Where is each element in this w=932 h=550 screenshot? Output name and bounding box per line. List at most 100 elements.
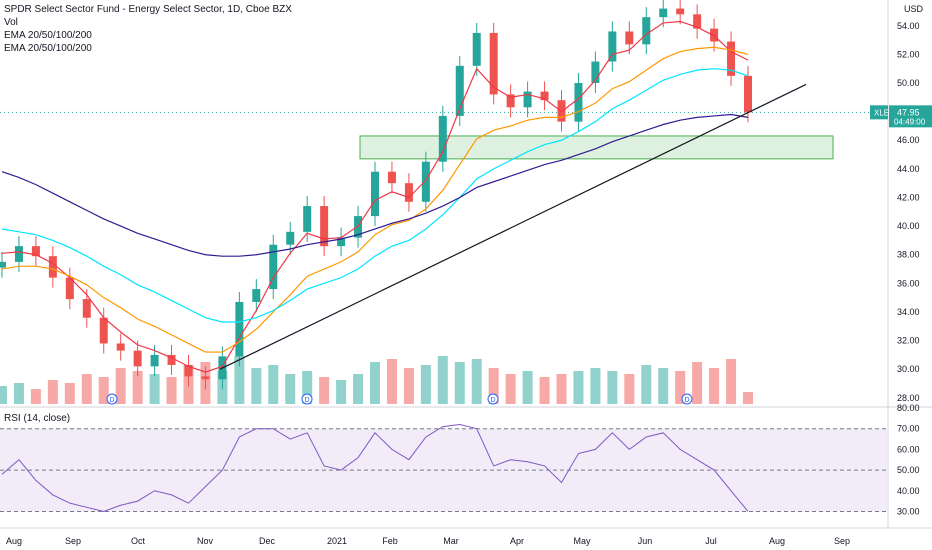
symbol-tag-label: XLE: [874, 108, 889, 117]
volume-bar: [251, 368, 262, 404]
time-tick-label: 2021: [327, 536, 347, 546]
volume-bar: [709, 368, 720, 404]
candle-body: [99, 317, 108, 344]
volume-bar: [437, 356, 448, 404]
candle-body: [591, 61, 600, 84]
ema100-line: [1, 68, 749, 323]
price-tick-label: 46.00: [897, 135, 920, 145]
volume-bar: [285, 374, 296, 404]
dividend-marker-icon: [487, 393, 499, 405]
volume-bar: [505, 374, 516, 404]
candle-body: [286, 231, 295, 245]
dividend-marker-label: D: [304, 397, 309, 404]
currency-label: USD: [904, 4, 924, 14]
rsi-tick-label: 50.00: [897, 465, 920, 475]
last-price-value: 47.95: [897, 107, 920, 117]
candle-body: [269, 244, 278, 290]
volume-bar: [692, 362, 703, 404]
candle-body: [438, 115, 447, 162]
candle-body: [472, 32, 481, 66]
ema-legend-2: EMA 20/50/100/200: [4, 43, 92, 54]
candle-body: [371, 171, 379, 217]
candle-body: [642, 17, 651, 45]
volume-bar: [641, 365, 652, 404]
candle-body: [320, 206, 329, 247]
time-tick-label: Nov: [197, 536, 214, 546]
volume-bar: [98, 377, 109, 404]
volume-bar: [624, 374, 635, 404]
candle-body: [184, 364, 193, 377]
candle-body: [116, 343, 125, 351]
candle-body: [65, 277, 74, 300]
volume-bar: [302, 371, 313, 404]
candle-body: [455, 65, 464, 116]
volume-bar: [607, 371, 618, 404]
volume-bar: [454, 362, 465, 404]
volume-bar: [675, 371, 686, 404]
candle-body: [82, 299, 91, 318]
dividend-marker-icon: [681, 393, 693, 405]
symbol-title: SPDR Select Sector Fund - Energy Select …: [4, 4, 292, 15]
volume-bar: [30, 389, 41, 404]
dividend-marker-label: D: [684, 397, 689, 404]
price-tick-label: 52.00: [897, 49, 920, 59]
price-tick-label: 42.00: [897, 192, 920, 202]
ema200-line: [1, 113, 749, 257]
price-tick-label: 32.00: [897, 336, 920, 346]
volume-bar: [166, 377, 177, 404]
ema50-line: [1, 46, 749, 353]
volume-bar: [488, 368, 499, 404]
volume-bar: [556, 374, 567, 404]
time-tick-label: Jun: [638, 536, 653, 546]
time-tick-label: Dec: [259, 536, 276, 546]
rsi-legend: RSI (14, close): [4, 413, 71, 424]
volume-bar: [0, 386, 7, 404]
candle-body: [676, 8, 685, 15]
candle-body: [540, 91, 549, 101]
rsi-tick-label: 30.00: [897, 506, 920, 516]
rsi-tick-label: 40.00: [897, 486, 920, 496]
candle-body: [31, 246, 40, 257]
price-tick-label: 36.00: [897, 278, 920, 288]
last-price-tag: [889, 105, 932, 128]
countdown-value: 04:49:00: [894, 117, 926, 126]
candle-body: [727, 41, 736, 76]
rsi-tick-label: 80.00: [897, 403, 920, 413]
volume-bar: [726, 359, 737, 404]
candle-body: [167, 354, 176, 365]
candle-body: [0, 261, 6, 268]
price-tick-label: 30.00: [897, 364, 920, 374]
candle-body: [303, 206, 312, 232]
volume-bar: [47, 380, 58, 404]
volume-bar: [420, 365, 431, 404]
volume-bar: [573, 371, 584, 404]
candle-body: [574, 83, 583, 122]
ema-legend-1: EMA 20/50/100/200: [4, 30, 92, 41]
candle-body: [625, 31, 634, 45]
candle-body: [387, 171, 396, 184]
candle-body: [235, 301, 244, 357]
dividend-marker-icon: [106, 393, 118, 405]
volume-bar: [386, 359, 397, 404]
price-tick-label: 38.00: [897, 250, 920, 260]
time-tick-label: Sep: [65, 536, 81, 546]
price-tick-label: 50.00: [897, 78, 920, 88]
dividend-marker-icon: [301, 393, 313, 405]
volume-bar: [81, 374, 92, 404]
trendline: [219, 83, 807, 370]
volume-bar: [234, 356, 245, 404]
candle-body: [337, 237, 346, 247]
candle-body: [14, 246, 23, 262]
candle-body: [150, 354, 159, 367]
volume-bar: [743, 392, 753, 404]
rsi-tick-label: 60.00: [897, 444, 920, 454]
volume-bar: [64, 383, 75, 404]
volume-bar: [13, 383, 24, 404]
time-tick-label: Oct: [131, 536, 146, 546]
volume-bar: [471, 359, 482, 404]
support-zone: [359, 135, 834, 160]
price-tick-label: 40.00: [897, 221, 920, 231]
candle-body: [608, 31, 617, 62]
time-tick-label: Mar: [443, 536, 459, 546]
